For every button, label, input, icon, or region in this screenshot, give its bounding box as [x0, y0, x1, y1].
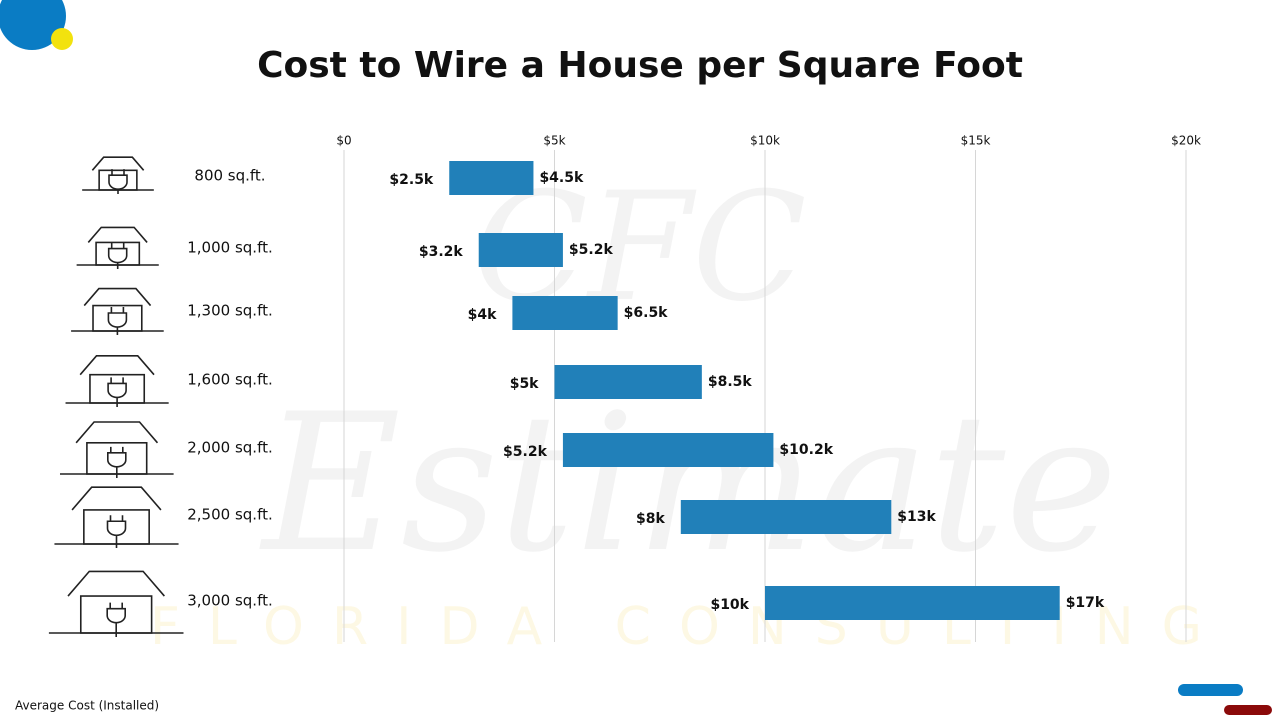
decor-circle: [0, 0, 66, 50]
house-icon: [54, 486, 179, 548]
roof: [91, 156, 145, 171]
house-icon: [76, 226, 159, 269]
value-label: $13k: [897, 509, 936, 525]
value-label: $5.2k: [569, 242, 614, 258]
plug: [106, 515, 127, 548]
walls: [98, 169, 138, 191]
plug: [107, 446, 127, 478]
house-icon: [65, 355, 169, 407]
decor-pill: [1178, 684, 1243, 696]
x-tick-label: $5k: [543, 134, 565, 148]
value-label: $6.5k: [624, 305, 669, 321]
bar: [478, 233, 563, 267]
value-label: $8k: [636, 511, 665, 527]
value-label: $4.5k: [539, 170, 584, 186]
house-icon: [48, 570, 184, 637]
roof: [75, 421, 159, 444]
bar: [765, 586, 1060, 620]
category-label: 2,000 sq.ft.: [187, 439, 272, 457]
plug: [107, 377, 127, 407]
value-label: $8.5k: [708, 374, 753, 390]
category-label: 3,000 sq.ft.: [187, 592, 272, 610]
plug: [107, 242, 128, 269]
category-label: 1,000 sq.ft.: [187, 239, 272, 257]
value-label: $5k: [510, 376, 539, 392]
value-label: $3.2k: [419, 244, 464, 260]
house-icon: [59, 421, 174, 478]
value-label: $17k: [1066, 595, 1105, 611]
x-tick-label: $10k: [750, 134, 780, 148]
x-tick-label: $20k: [1171, 134, 1201, 148]
bar: [512, 296, 618, 330]
decor-dot: [51, 28, 73, 50]
value-label: $2.5k: [389, 172, 434, 188]
category-label: 1,600 sq.ft.: [187, 371, 272, 389]
roof: [87, 226, 148, 243]
value-label: $10.2k: [779, 442, 833, 458]
plot: $0 $5k $10k $15k $20k 800 sq.ft. $2.5k $4.5k 1,0…: [48, 134, 1201, 642]
chart-title: Cost to Wire a House per Square Foot: [257, 45, 1023, 86]
category-label: 1,300 sq.ft.: [187, 302, 272, 320]
roof: [71, 486, 162, 511]
value-label: $4k: [468, 307, 497, 323]
x-tick-label: $15k: [961, 134, 991, 148]
footnote: Average Cost (Installed): [15, 699, 159, 713]
bar: [449, 161, 534, 195]
house-icon: [82, 156, 154, 194]
plug: [108, 169, 128, 194]
roof: [67, 570, 165, 597]
plug: [107, 307, 128, 335]
decor-pill: [1224, 705, 1272, 715]
plug: [106, 602, 126, 637]
bar: [562, 433, 774, 467]
value-label: $5.2k: [503, 444, 548, 460]
house-icon: [71, 287, 164, 335]
x-tick-label: $0: [336, 134, 351, 148]
roof: [83, 287, 152, 307]
value-label: $10k: [710, 597, 749, 613]
bar: [680, 500, 892, 534]
roof: [79, 355, 155, 376]
bar: [554, 365, 702, 399]
walls: [95, 241, 141, 266]
watermark-text: Estimate: [259, 373, 1118, 594]
category-label: 800 sq.ft.: [194, 167, 265, 185]
category-label: 2,500 sq.ft.: [187, 506, 272, 524]
